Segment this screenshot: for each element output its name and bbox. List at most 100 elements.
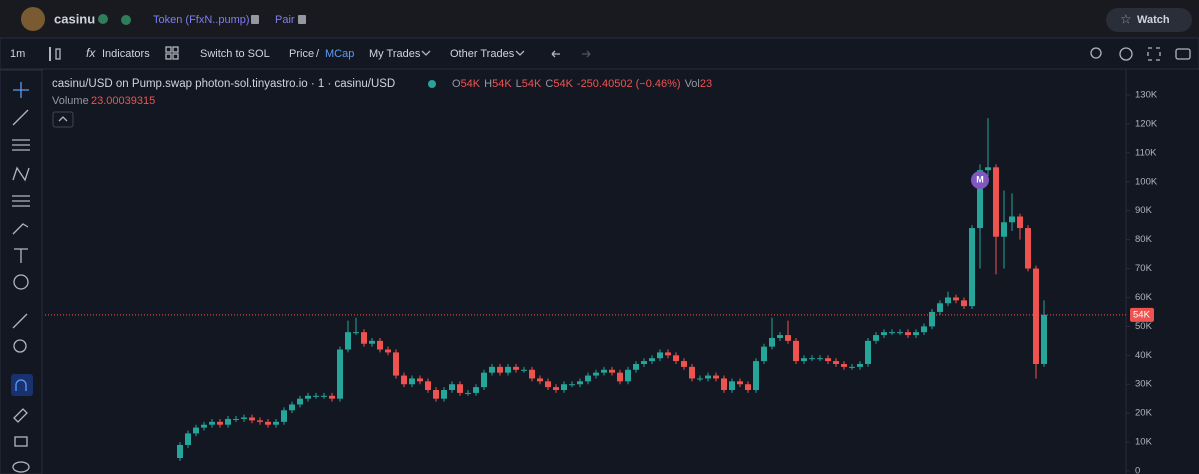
token-link[interactable]: Token (FfxN..pump): [153, 14, 250, 26]
ohlc-part: C: [545, 78, 553, 90]
candle-body: [705, 375, 711, 379]
candle-body: [593, 372, 599, 376]
copy-icon[interactable]: [298, 15, 306, 24]
trade-marker-label: M: [976, 174, 984, 184]
fullscreen-icon[interactable]: [1147, 47, 1161, 61]
ohlc-part: 54K: [461, 78, 481, 90]
candle-body: [641, 361, 647, 364]
candle-body: [753, 361, 759, 391]
candle-body: [505, 366, 511, 373]
fib-tool[interactable]: [12, 195, 30, 207]
watch-button[interactable]: [1106, 8, 1192, 32]
text-tool[interactable]: [14, 248, 28, 263]
other-trades[interactable]: Other Trades: [450, 48, 515, 60]
candle-body: [721, 378, 727, 391]
eye-tool[interactable]: [12, 461, 30, 473]
candle-body: [697, 378, 703, 380]
zoom-tool[interactable]: [13, 339, 27, 353]
candle-body: [417, 378, 423, 382]
tool-sidebar: [0, 69, 43, 474]
emoji-tool[interactable]: [13, 274, 29, 290]
header-bar: [0, 0, 1199, 38]
indicators[interactable]: Indicators: [102, 48, 150, 60]
candle-body: [681, 361, 687, 367]
settings-icon[interactable]: [1119, 47, 1133, 61]
candle-body: [1033, 268, 1039, 364]
magnet-tool[interactable]: [11, 374, 33, 396]
fx-icon: fx: [86, 46, 96, 60]
candle-body: [481, 372, 487, 388]
candle-body: [265, 421, 271, 425]
candle-body: [873, 335, 879, 341]
candle-body: [377, 340, 383, 350]
grid-icon[interactable]: [165, 46, 172, 53]
candle-body: [713, 375, 719, 379]
camera-icon[interactable]: [1175, 48, 1191, 60]
status-dot: [428, 80, 436, 88]
volume-value: 23.00039315: [91, 95, 155, 107]
ohlc-part: H: [484, 78, 492, 90]
candle-body: [441, 390, 447, 399]
mcap-toggle[interactable]: MCap: [325, 48, 354, 60]
channel-tool[interactable]: [12, 139, 30, 151]
y-tick-label: 110K: [1135, 147, 1157, 158]
candle-body: [497, 366, 503, 373]
redo[interactable]: [582, 50, 591, 58]
pattern-tool[interactable]: [12, 166, 30, 182]
crosshair-tool[interactable]: [13, 82, 29, 98]
grid-icon[interactable]: [172, 53, 179, 60]
candle-body: [689, 366, 695, 379]
candle-body: [841, 363, 847, 367]
candle-body: [401, 375, 407, 385]
price-toggle[interactable]: Price: [289, 48, 314, 60]
candle-icon[interactable]: [49, 47, 51, 61]
candle-body: [969, 228, 975, 307]
my-trades[interactable]: My Trades: [369, 48, 421, 60]
grid-icon[interactable]: [165, 53, 172, 60]
candle-body: [185, 433, 191, 445]
candle-body: [897, 332, 903, 334]
trade-marker: [971, 171, 989, 189]
slash: /: [316, 48, 320, 60]
candle-body: [337, 349, 343, 399]
grid-icon[interactable]: [172, 46, 179, 53]
candle-body: [921, 326, 927, 333]
lock-draw-tool[interactable]: [13, 408, 28, 423]
brush-tool[interactable]: [12, 223, 29, 235]
y-tick-label: 50K: [1135, 321, 1153, 332]
pair-link[interactable]: Pair: [275, 14, 295, 26]
ruler-tool[interactable]: [12, 313, 28, 329]
undo[interactable]: [551, 50, 560, 58]
candle-body: [209, 421, 215, 425]
candle-body: [1001, 222, 1007, 237]
candle-body: [1041, 314, 1047, 364]
lock-tool[interactable]: [14, 436, 28, 447]
collapse-button[interactable]: [52, 111, 74, 128]
ohlc-part: Vol: [685, 78, 700, 90]
candle-body: [457, 384, 463, 393]
y-tick-label: 30K: [1135, 379, 1153, 390]
candle-body: [553, 387, 559, 391]
y-tick-label: 40K: [1135, 350, 1153, 361]
candle-body: [281, 410, 287, 422]
zoom-icon[interactable]: [1090, 47, 1102, 59]
candle-body: [777, 335, 783, 338]
token-name: casinu: [54, 11, 95, 26]
candle-icon[interactable]: [55, 48, 61, 60]
candle-body: [329, 395, 335, 399]
watch-label[interactable]: Watch: [1137, 14, 1170, 26]
candle-body: [257, 420, 263, 422]
candle-body: [665, 352, 671, 356]
ohlc-part: L: [516, 78, 522, 90]
y-tick-label: 20K: [1135, 408, 1153, 419]
y-tick-label: 60K: [1135, 292, 1153, 303]
candle-body: [545, 381, 551, 388]
interval[interactable]: 1m: [10, 48, 25, 60]
line-tool[interactable]: [12, 109, 29, 126]
copy-icon[interactable]: [251, 15, 259, 24]
y-tick-label: 0: [1135, 466, 1140, 474]
switch-sol[interactable]: Switch to SOL: [200, 48, 270, 60]
candle-body: [913, 332, 919, 336]
